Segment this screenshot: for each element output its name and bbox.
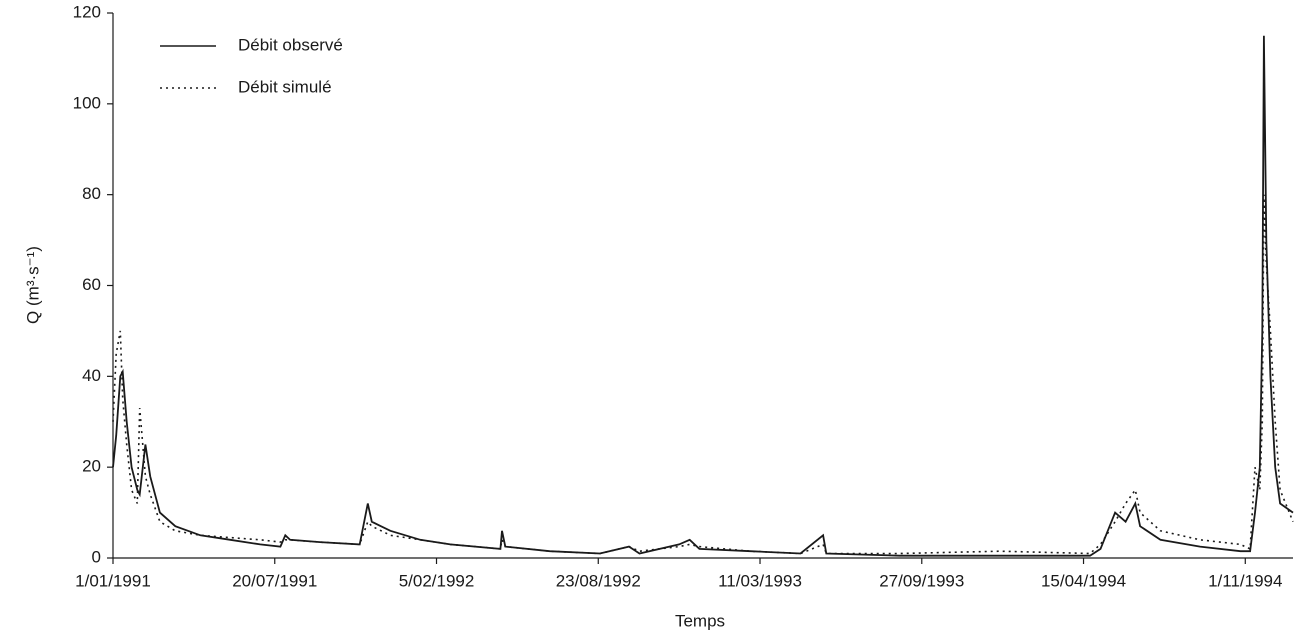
x-tick-label: 20/07/1991 xyxy=(232,571,317,590)
y-tick-label: 100 xyxy=(73,93,101,112)
y-tick-label: 40 xyxy=(82,366,101,385)
x-tick-label: 1/01/1991 xyxy=(75,571,151,590)
x-axis-title: Temps xyxy=(675,611,725,630)
y-tick-label: 0 xyxy=(92,547,101,566)
data-line xyxy=(112,35,1294,557)
x-tick-label: 1/11/1994 xyxy=(1208,571,1282,590)
y-tick-label: 20 xyxy=(82,457,101,476)
data-line xyxy=(112,194,1294,555)
y-tick-label: 80 xyxy=(82,184,101,203)
x-tick-label: 23/08/1992 xyxy=(556,571,641,590)
x-tick-label: 27/09/1993 xyxy=(879,571,964,590)
x-tick-label: 11/03/1993 xyxy=(718,571,802,590)
y-tick-label: 120 xyxy=(73,2,101,21)
y-axis-title: Q (m³·s⁻¹) xyxy=(23,246,42,324)
x-tick-label: 5/02/1992 xyxy=(399,571,475,590)
legend-label: Débit observé xyxy=(238,35,343,54)
x-tick-label: 15/04/1994 xyxy=(1041,571,1126,590)
y-tick-label: 60 xyxy=(82,275,101,294)
legend-label: Débit simulé xyxy=(238,77,332,96)
